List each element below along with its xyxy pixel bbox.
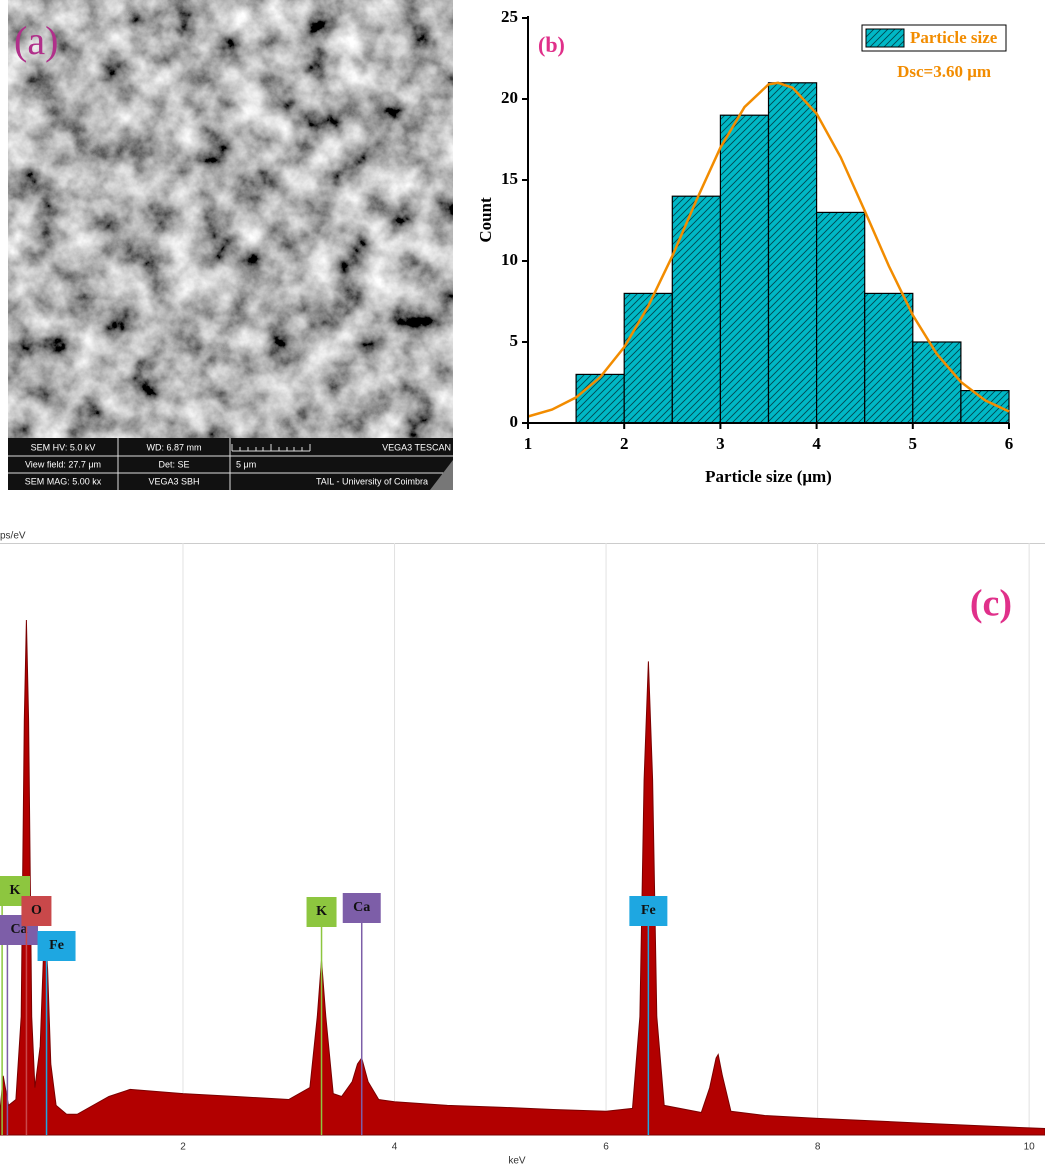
y-axis-label: ps/eV [0,531,26,542]
bar [815,211,866,424]
sem-logo [430,460,453,490]
x-tick-label: 3 [716,434,725,453]
bar [575,373,625,424]
peak-label-box [342,893,381,923]
fit-curve [527,81,1010,418]
peak-label-box [21,896,52,926]
y-tick-label: 0 [510,412,519,431]
x-tick-label: 6 [603,1142,609,1153]
legend-label: Particle size [910,28,998,47]
x-tick-label: 2 [180,1142,186,1153]
sem-image [8,0,453,438]
x-tick-label: 2 [620,434,629,453]
panel-label: (b) [538,32,565,57]
sem-info: TAIL - University of Coimbra [316,476,428,486]
spectrum-area [0,619,1045,1136]
sem-info: View field: 27.7 μm [25,459,101,469]
sem-info: SEM MAG: 5.00 kx [25,476,102,486]
x-tick-label: 6 [1005,434,1014,453]
legend-swatch [865,28,905,48]
peak-label: O [31,903,42,918]
peak-label: K [316,904,327,919]
sem-info: 5 μm [236,459,256,469]
sem-info: SEM HV: 5.0 kV [31,442,96,452]
sem-info: Det: SE [158,459,189,469]
peak-label: Fe [641,903,656,918]
y-axis-label: Count [476,197,495,243]
x-tick-label: 4 [812,434,821,453]
peak-label-box [306,897,337,927]
sem-info: WD: 6.87 mm [146,442,201,452]
bar [623,292,673,424]
peak-label: Fe [49,938,64,953]
annotation: Dsc=3.60 μm [897,62,991,81]
sem-info: VEGA3 TESCAN [382,442,451,452]
y-tick-label: 25 [501,7,518,26]
bar [671,195,721,424]
peak-label-box [629,896,668,926]
y-tick-label: 5 [510,331,519,350]
peak-label: Ca [353,900,370,915]
peak-label-box [37,931,76,961]
sem-panel: (a) SEM HV: 5.0 kV WD: 6.87 mm VEGA3 TES… [8,0,453,490]
y-tick-label: 20 [501,88,518,107]
y-tick-label: 10 [501,250,518,269]
x-tick-label: 10 [1024,1142,1036,1153]
sem-info-grid [8,438,453,490]
x-axis-label: Particle size (μm) [705,467,832,486]
panel-label: (c) [970,583,1012,625]
peak-label: K [10,883,21,898]
bar [864,292,914,424]
panel-label: (a) [14,18,58,63]
bar [767,82,818,424]
sem-info: VEGA3 SBH [148,476,199,486]
histogram-panel: 0 5 10 15 20 25 1 2 3 4 5 6 Particle size (μm) Count (… [476,7,1013,486]
y-tick-label: 15 [501,169,518,188]
x-tick-label: 4 [392,1142,398,1153]
x-tick-label: 1 [524,434,533,453]
x-tick-label: 5 [909,434,918,453]
x-axis-label: keV [508,1156,526,1167]
bar [719,114,770,424]
x-tick-label: 8 [815,1142,821,1153]
